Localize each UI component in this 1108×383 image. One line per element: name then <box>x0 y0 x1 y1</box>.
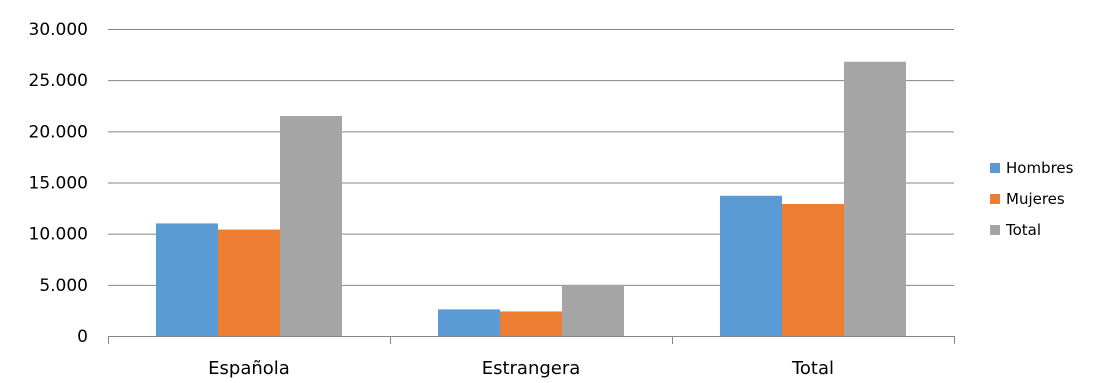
bars <box>156 61 906 336</box>
x-category-label: Total <box>791 358 834 379</box>
legend-label-total: Total <box>1005 221 1041 239</box>
legend-swatch-mujeres <box>990 194 1000 204</box>
bar-total-2 <box>844 61 906 336</box>
legend-label-mujeres: Mujeres <box>1006 190 1065 208</box>
y-tick-label: 25.000 <box>29 71 88 91</box>
y-tick-label: 30.000 <box>29 20 88 40</box>
x-axis-category-labels: Española Estrangera Total <box>208 358 834 379</box>
legend: Hombres Mujeres Total <box>990 159 1074 239</box>
x-category-label: Española <box>208 358 290 379</box>
y-tick-label: 10.000 <box>29 225 88 245</box>
bar-total-1 <box>562 284 624 336</box>
legend-swatch-hombres <box>990 163 1000 173</box>
bar-mujeres-1 <box>500 311 562 336</box>
bar-mujeres-0 <box>218 229 280 336</box>
bar-total-0 <box>280 115 342 336</box>
y-tick-label: 5.000 <box>39 276 88 296</box>
y-tick-label: 20.000 <box>29 122 88 142</box>
y-tick-label: 15.000 <box>29 174 88 194</box>
x-axis <box>108 336 955 344</box>
x-category-label: Estrangera <box>482 358 581 379</box>
bar-hombres-0 <box>156 223 218 336</box>
bar-mujeres-2 <box>782 203 844 336</box>
legend-swatch-total <box>990 225 1000 235</box>
legend-label-hombres: Hombres <box>1006 159 1074 177</box>
y-tick-label: 0 <box>77 327 88 347</box>
y-axis-tick-labels: 0 5.000 10.000 15.000 20.000 25.000 30.000 <box>29 20 88 347</box>
bar-hombres-1 <box>438 309 500 336</box>
bar-hombres-2 <box>720 195 782 336</box>
